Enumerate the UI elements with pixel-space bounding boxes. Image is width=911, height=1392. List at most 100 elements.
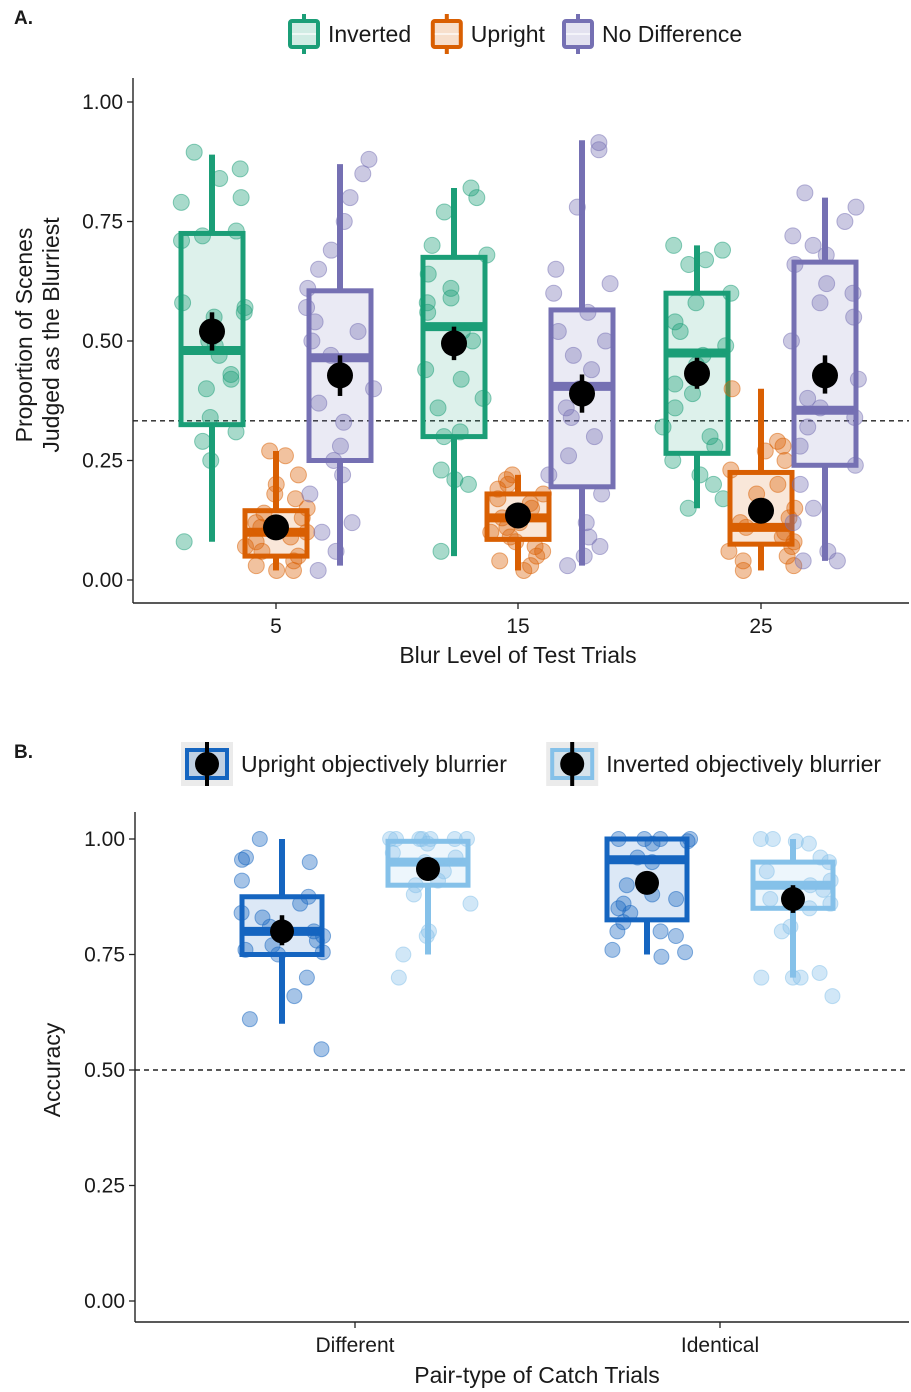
panel-a-data-point (309, 561, 327, 579)
panel-a-data-point (782, 332, 800, 350)
panel-b-box-group (382, 831, 479, 986)
panel-a-data-point (734, 561, 752, 579)
panel-b-legend-swatch-mean (195, 752, 219, 776)
panel-a-data-point (791, 475, 809, 493)
panel-a-data-point (235, 303, 253, 321)
panel-a-mean-point (327, 362, 353, 389)
panel-a-data-point (828, 552, 846, 570)
panel-b-data-point (815, 881, 832, 898)
panel-b-data-point (395, 946, 412, 963)
panel-a-data-point (313, 523, 331, 541)
panel-b-data-point (233, 872, 250, 889)
panel-a-data-point (360, 150, 378, 168)
panel-a-plot: 0.00 0.25 0.50 0.75 1.00 5 15 25 Blur Level of T… (11, 78, 909, 668)
panel-a-letter: A. (14, 8, 33, 29)
panel-a-data-point (722, 461, 740, 479)
panel-a-data-point (769, 475, 787, 493)
panel-a-data-point (540, 466, 558, 484)
panel-b-data-point (653, 948, 670, 965)
panel-b: B. Upright objectively blurrier Inverted … (14, 742, 909, 1388)
panel-a-data-point (786, 499, 804, 517)
panel-a-data-point (474, 389, 492, 407)
panel-b-data-point (610, 900, 627, 917)
panel-b-legend-label: Upright objectively blurrier (241, 751, 507, 777)
panel-b-data-point (762, 891, 779, 908)
panel-b-box-group (604, 831, 699, 965)
panel-b-mean-point (270, 919, 294, 944)
panel-a-box-group (782, 184, 867, 570)
panel-a-data-point (701, 428, 719, 446)
panel-b-data-point (801, 900, 818, 917)
panel-a-data-point (266, 485, 284, 503)
panel-a-data-point (784, 227, 802, 245)
panel-b-data-point (773, 923, 790, 940)
panel-a-data-point (222, 370, 240, 388)
panel-a-data-point (846, 408, 864, 426)
panel-b-data-point (668, 891, 685, 908)
panel-a-y-tick-label: 1.00 (82, 91, 123, 114)
panel-a-data-point (289, 466, 307, 484)
panel-a-data-point (276, 447, 294, 465)
panel-b-data-point (390, 969, 407, 986)
panel-a-data-point (253, 542, 271, 560)
panel-b-x-tick-label: Identical (681, 1334, 759, 1357)
panel-b-data-point (314, 944, 331, 961)
panel-a-mean-point (441, 330, 467, 357)
panel-a-y-tick-label: 0.25 (82, 450, 123, 473)
panel-b-data-point (629, 849, 646, 866)
panel-b-box-group (750, 831, 841, 1005)
panel-b-legend-swatch-mean (560, 752, 585, 776)
panel-b-x-tick-label: Different (316, 1334, 395, 1357)
panel-b-data-point (652, 923, 669, 940)
panel-a-data-point (310, 394, 328, 412)
panel-b-data-point (305, 923, 322, 940)
panel-b-legend-key: Upright objectively blurrier (181, 742, 507, 786)
panel-a-data-point (227, 423, 245, 441)
panel-b-data-point (462, 895, 479, 912)
panel-b-legend: Upright objectively blurrier Inverted obj… (181, 742, 881, 786)
panel-b-data-point (241, 1011, 258, 1028)
panel-a-data-point (811, 294, 829, 312)
panel-a-data-point (664, 452, 682, 469)
panel-a-data-point (491, 552, 509, 570)
panel-a-data-point (791, 437, 809, 455)
panel-a-box-group (417, 179, 496, 560)
panel-a-data-point (446, 471, 464, 489)
panel-a-data-point (811, 399, 829, 417)
panel-b-data-point (615, 895, 632, 912)
panel-a-data-point (285, 552, 303, 570)
panel-b-data-point (237, 941, 254, 958)
panel-a-data-point (478, 246, 496, 264)
panel-a-data-point (796, 184, 814, 202)
panel-b-legend-label: Inverted objectively blurrier (606, 751, 881, 777)
panel-a-data-point (349, 322, 367, 340)
panel-a-data-point (327, 542, 345, 560)
panel-a-mean-point (812, 362, 838, 389)
panel-a-data-point (236, 299, 254, 317)
panel-a-data-point (201, 408, 219, 426)
panel-a-data-point (597, 332, 615, 350)
panel-a-data-point (528, 547, 546, 565)
panel-b-data-point (784, 969, 801, 986)
panel-b-data-point (821, 854, 838, 871)
panel-a-data-point (590, 134, 608, 152)
panel-a-box-group (482, 466, 552, 579)
panel-a-legend: Inverted Upright No Difference (288, 14, 742, 54)
panel-a-data-point (545, 284, 563, 302)
panel-a-data-point (462, 179, 480, 197)
panel-a-mean-point (199, 318, 225, 345)
panel-b-mean-point (635, 870, 659, 895)
panel-a-data-point (322, 346, 340, 364)
panel-a-data-point (786, 256, 804, 274)
panel-a-data-point (210, 346, 228, 364)
panel-a-data-point (301, 485, 319, 503)
panel-a-legend-label: Inverted (328, 21, 411, 47)
panel-a-data-point (232, 189, 250, 207)
panel-a-data-point (804, 236, 822, 254)
panel-a-y-tick-label: 0.00 (82, 569, 123, 592)
panel-b-data-point (270, 946, 287, 963)
panel-a-y-axis-title: Proportion of Scenes (11, 228, 37, 443)
panel-a-data-point (580, 528, 598, 546)
panel-b-data-point (824, 988, 841, 1005)
panel-b-data-point (667, 928, 684, 945)
